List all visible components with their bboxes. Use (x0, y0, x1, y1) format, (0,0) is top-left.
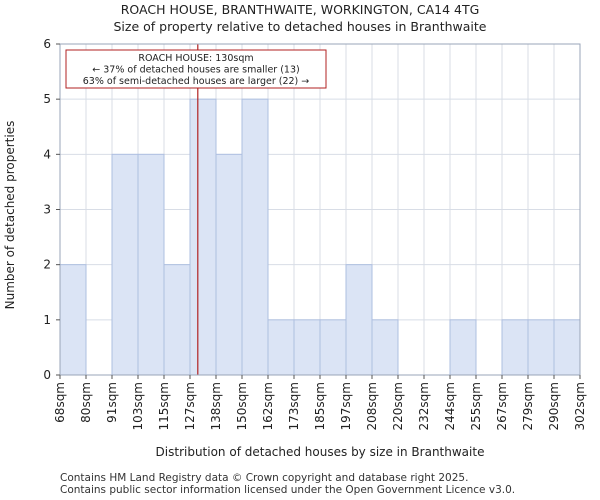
bar-91sqm (111, 153, 139, 376)
histogram-chart: 0 1 2 3 4 5 6 68sqm 80sqm 91sqm 103sqm 115sqm 127sq… (3, 37, 587, 459)
bar-173sqm (293, 319, 321, 376)
y-tick-label: 5 (43, 92, 51, 106)
bars (59, 98, 581, 376)
x-tick-label: 80sqm (79, 382, 93, 423)
bar-185sqm (319, 319, 347, 376)
bar-127sqm (189, 98, 217, 376)
x-tick-label: 150sqm (235, 382, 249, 430)
annotation-frame (65, 49, 327, 89)
x-tick-labels: 68sqm 80sqm 91sqm 103sqm 115sqm 127sqm 138sqm 1… (53, 375, 587, 430)
bar-208sqm (371, 319, 399, 376)
y-tick-label: 6 (43, 37, 51, 51)
annotation-line: ← 37% of detached houses are smaller (13… (92, 65, 299, 76)
x-tick-label: 115sqm (157, 382, 171, 430)
footer-copyright: Contains HM Land Registry data © Crown c… (60, 472, 469, 484)
x-tick-label: 302sqm (573, 382, 587, 430)
x-tick-label: 103sqm (131, 382, 145, 430)
annotation-line: 63% of semi-detached houses are larger (… (83, 76, 310, 87)
x-tick-label: 267sqm (495, 382, 509, 430)
x-tick-label: 127sqm (183, 382, 197, 430)
chart-subtitle: Size of property relative to detached ho… (113, 19, 487, 34)
y-tick-label: 0 (43, 368, 51, 382)
x-tick-label: 68sqm (53, 382, 67, 423)
y-tick-label: 3 (43, 203, 51, 217)
bar-162sqm (267, 319, 295, 376)
x-tick-label: 255sqm (469, 382, 483, 430)
x-tick-label: 138sqm (209, 382, 223, 430)
x-axis-label: Distribution of detached houses by size … (156, 445, 485, 459)
bar-68sqm (59, 264, 87, 376)
bar-279sqm (527, 319, 555, 376)
bar-290sqm (553, 319, 581, 376)
x-tick-label: 244sqm (443, 382, 457, 430)
x-tick-label: 91sqm (105, 382, 119, 423)
bar-115sqm (163, 264, 191, 376)
x-tick-label: 185sqm (313, 382, 327, 430)
y-tick-label: 4 (43, 147, 51, 161)
y-tick-label: 2 (43, 258, 51, 272)
x-tick-label: 173sqm (287, 382, 301, 430)
x-tick-label: 220sqm (391, 382, 405, 430)
y-tick-label: 1 (43, 313, 51, 327)
x-tick-label: 162sqm (261, 382, 275, 430)
bar-103sqm (137, 153, 165, 376)
y-axis-label: Number of detached properties (3, 121, 17, 310)
bar-150sqm (241, 98, 269, 376)
bar-197sqm (345, 264, 373, 376)
bar-244sqm (449, 319, 477, 376)
chart-title: ROACH HOUSE, BRANTHWAITE, WORKINGTON, CA… (120, 2, 480, 17)
x-tick-label: 290sqm (547, 382, 561, 430)
x-tick-label: 208sqm (365, 382, 379, 430)
bar-138sqm (215, 153, 243, 376)
bar-267sqm (501, 319, 529, 376)
annotation-line: ROACH HOUSE: 130sqm (138, 53, 253, 64)
y-tick-labels: 0 1 2 3 4 5 6 (43, 37, 60, 382)
x-tick-label: 279sqm (521, 382, 535, 430)
x-tick-label: 197sqm (339, 382, 353, 430)
x-tick-label: 232sqm (417, 382, 431, 430)
annotation-box: ROACH HOUSE: 130sqm← 37% of detached hou… (65, 49, 327, 89)
footer-licence: Contains public sector information licen… (60, 484, 516, 496)
